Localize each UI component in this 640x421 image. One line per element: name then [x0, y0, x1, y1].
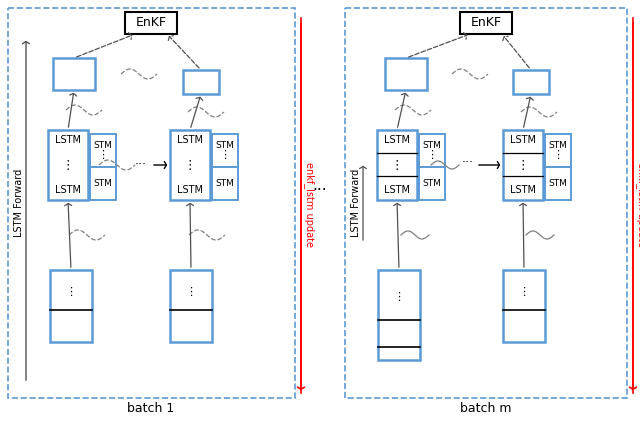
Bar — [170, 130, 210, 200]
Text: STM: STM — [93, 141, 113, 150]
Text: ⋮: ⋮ — [184, 158, 196, 171]
Bar — [170, 270, 212, 342]
Bar — [385, 58, 427, 90]
Text: ⋮: ⋮ — [186, 287, 196, 297]
Bar — [8, 8, 295, 398]
Bar — [50, 270, 92, 342]
Text: STM: STM — [548, 141, 568, 150]
Text: ⋮: ⋮ — [220, 150, 230, 160]
Bar — [212, 134, 238, 167]
Text: ⋮: ⋮ — [518, 287, 529, 297]
Text: LSTM: LSTM — [510, 185, 536, 195]
Text: ⋮: ⋮ — [65, 287, 77, 297]
Text: batch m: batch m — [460, 402, 512, 415]
Text: ···: ··· — [135, 158, 147, 171]
Text: LSTM: LSTM — [510, 135, 536, 145]
Bar — [377, 130, 417, 200]
Text: EnKF: EnKF — [470, 16, 502, 29]
Bar — [125, 12, 177, 34]
Bar — [503, 270, 545, 342]
Text: ⋮: ⋮ — [61, 158, 74, 171]
Text: ···: ··· — [462, 157, 474, 170]
Text: ⋮: ⋮ — [394, 292, 404, 302]
Bar — [503, 130, 543, 200]
Text: EnKF: EnKF — [136, 16, 166, 29]
Text: ⋮: ⋮ — [391, 158, 403, 171]
Bar — [183, 70, 219, 94]
Text: ⋮: ⋮ — [516, 158, 529, 171]
Text: LSTM: LSTM — [55, 135, 81, 145]
Text: STM: STM — [422, 179, 442, 187]
Text: LSTM Forward: LSTM Forward — [14, 169, 24, 237]
Text: enkf_lstm update: enkf_lstm update — [303, 163, 314, 248]
Bar — [545, 167, 571, 200]
Bar — [460, 12, 512, 34]
Bar — [345, 8, 627, 398]
Bar — [419, 167, 445, 200]
Text: batch 1: batch 1 — [127, 402, 175, 415]
Bar — [90, 167, 116, 200]
Text: LSTM: LSTM — [384, 185, 410, 195]
Bar — [48, 130, 88, 200]
Bar — [90, 134, 116, 167]
Text: LSTM: LSTM — [384, 135, 410, 145]
Bar — [419, 134, 445, 167]
Text: LSTM: LSTM — [177, 135, 203, 145]
Bar — [513, 70, 549, 94]
Text: ···: ··· — [313, 182, 327, 197]
Text: LSTM: LSTM — [177, 185, 203, 195]
Text: STM: STM — [93, 179, 113, 187]
Text: STM: STM — [548, 179, 568, 187]
Text: STM: STM — [216, 179, 234, 187]
Text: STM: STM — [422, 141, 442, 150]
Text: ⋮: ⋮ — [552, 150, 564, 160]
Text: STM: STM — [216, 141, 234, 150]
Text: ⋮: ⋮ — [97, 150, 109, 160]
Text: enkf_lstm update: enkf_lstm update — [636, 163, 640, 248]
Bar — [545, 134, 571, 167]
Bar — [378, 270, 420, 360]
Text: LSTM: LSTM — [55, 185, 81, 195]
Bar — [212, 167, 238, 200]
Text: ⋮: ⋮ — [426, 150, 438, 160]
Bar — [53, 58, 95, 90]
Text: LSTM Forward: LSTM Forward — [351, 169, 361, 237]
